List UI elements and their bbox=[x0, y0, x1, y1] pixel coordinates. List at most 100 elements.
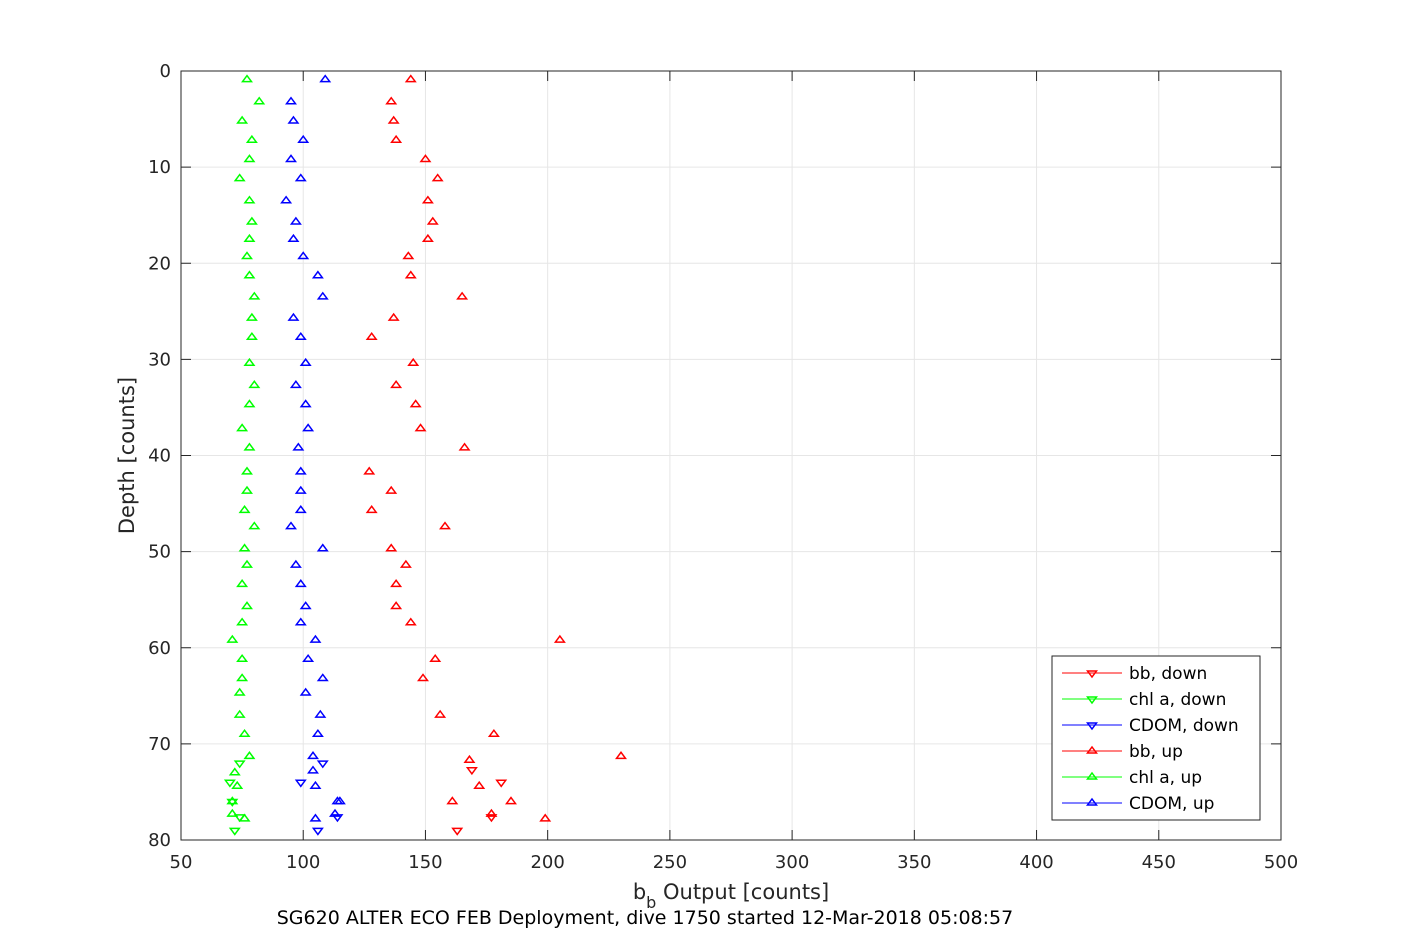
data-point bbox=[289, 559, 302, 568]
legend-item: CDOM, up bbox=[1062, 794, 1214, 814]
data-point bbox=[487, 728, 500, 738]
legend-label: chl a, down bbox=[1129, 690, 1226, 710]
data-point bbox=[404, 74, 417, 83]
data-point bbox=[465, 767, 478, 776]
data-point bbox=[390, 578, 403, 588]
data-point bbox=[414, 423, 427, 432]
data-point bbox=[243, 195, 256, 204]
data-point bbox=[463, 754, 476, 763]
data-point bbox=[399, 559, 412, 568]
x-tick-label: 300 bbox=[775, 852, 809, 873]
legend-label: bb, up bbox=[1129, 742, 1183, 762]
data-point bbox=[238, 504, 251, 514]
data-point bbox=[238, 728, 251, 738]
data-point bbox=[245, 312, 258, 321]
y-tick-label: 80 bbox=[148, 830, 171, 851]
data-point bbox=[236, 115, 249, 124]
data-point bbox=[248, 291, 261, 300]
legend-label: CDOM, down bbox=[1129, 716, 1239, 736]
data-point bbox=[390, 134, 403, 143]
data-point bbox=[243, 751, 256, 760]
data-point bbox=[505, 796, 517, 805]
x-tick-label: 200 bbox=[530, 852, 564, 873]
data-point bbox=[539, 813, 552, 822]
data-point bbox=[233, 687, 246, 696]
y-tick-label: 50 bbox=[148, 542, 171, 563]
data-point bbox=[289, 380, 302, 389]
legend-marker bbox=[1086, 771, 1098, 780]
data-point bbox=[294, 504, 307, 514]
legend-marker bbox=[1086, 670, 1098, 679]
x-axis-label-rest: Output [counts] bbox=[656, 880, 829, 904]
data-point bbox=[495, 779, 508, 788]
x-tick-label: 150 bbox=[408, 852, 442, 873]
data-point bbox=[243, 399, 256, 408]
data-point bbox=[233, 709, 246, 718]
data-point bbox=[319, 74, 332, 83]
x-tick-label: 100 bbox=[286, 852, 320, 873]
data-point bbox=[241, 466, 253, 475]
chart-caption: SG620 ALTER ECO FEB Deployment, dive 175… bbox=[277, 907, 1013, 929]
data-point bbox=[280, 195, 293, 204]
data-point bbox=[285, 521, 297, 530]
data-point bbox=[236, 617, 249, 626]
legend-marker bbox=[1086, 745, 1098, 754]
legend-marker bbox=[1086, 722, 1098, 731]
legend-marker bbox=[1086, 797, 1098, 806]
data-point bbox=[243, 442, 256, 451]
data-series bbox=[223, 74, 627, 836]
data-point bbox=[311, 827, 324, 836]
y-tick-label: 20 bbox=[148, 253, 171, 274]
data-point bbox=[299, 399, 312, 408]
data-point bbox=[241, 74, 253, 83]
series-chl-a-down bbox=[223, 760, 246, 836]
data-point bbox=[329, 808, 341, 817]
data-point bbox=[385, 485, 398, 494]
x-axis-label: bb Output [counts] bbox=[633, 880, 829, 912]
data-point bbox=[226, 634, 239, 643]
data-point bbox=[287, 312, 300, 321]
data-point bbox=[316, 673, 329, 682]
data-point bbox=[485, 808, 498, 817]
data-point bbox=[316, 291, 329, 300]
data-point bbox=[485, 814, 498, 823]
data-point bbox=[243, 154, 256, 163]
data-point bbox=[294, 617, 307, 626]
data-point bbox=[363, 466, 376, 475]
data-point bbox=[404, 270, 417, 279]
data-point bbox=[223, 779, 236, 788]
data-point bbox=[402, 251, 415, 260]
data-point bbox=[294, 466, 307, 475]
data-point bbox=[245, 331, 258, 341]
x-tick-label: 500 bbox=[1264, 852, 1298, 873]
data-point bbox=[385, 543, 398, 552]
data-point bbox=[311, 270, 324, 279]
data-point bbox=[429, 653, 442, 663]
legend-item: chl a, up bbox=[1062, 768, 1202, 788]
legend-marker bbox=[1086, 696, 1098, 705]
data-point bbox=[248, 380, 261, 389]
data-point bbox=[421, 233, 434, 242]
data-point bbox=[294, 173, 307, 182]
data-point bbox=[228, 767, 241, 776]
data-point bbox=[243, 357, 256, 366]
data-point bbox=[292, 442, 305, 451]
data-point bbox=[236, 423, 249, 432]
y-tick-label: 40 bbox=[148, 446, 171, 467]
y-tick-label: 0 bbox=[160, 61, 171, 82]
data-point bbox=[226, 808, 239, 817]
x-axis-label-subscript: b bbox=[646, 893, 656, 912]
data-point bbox=[419, 154, 432, 163]
x-tick-label: 50 bbox=[170, 852, 193, 873]
legend-label: chl a, up bbox=[1129, 768, 1202, 788]
data-point bbox=[316, 543, 329, 552]
legend-label: CDOM, up bbox=[1129, 794, 1214, 814]
data-point bbox=[228, 827, 241, 836]
data-point bbox=[387, 312, 400, 321]
legend-item: bb, up bbox=[1062, 742, 1183, 762]
data-point bbox=[236, 673, 249, 682]
legend-box bbox=[1051, 655, 1261, 821]
data-point bbox=[309, 813, 322, 822]
data-point bbox=[316, 760, 329, 769]
data-point bbox=[287, 233, 300, 242]
